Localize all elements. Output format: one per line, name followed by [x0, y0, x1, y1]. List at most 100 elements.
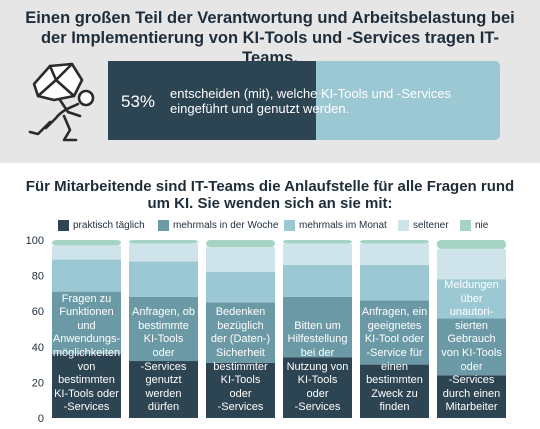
- category-label-line: dürfen: [147, 401, 180, 414]
- legend-swatch: [460, 220, 471, 231]
- category-label-line: Anfragen, ob: [132, 306, 195, 319]
- bar-segment: [206, 362, 275, 418]
- category-label-line: bestimmter: [213, 360, 268, 373]
- y-tick-label: 20: [32, 377, 44, 389]
- category-label-line: genutzt: [145, 374, 182, 387]
- legend-item: mehrmals in der Woche: [158, 220, 278, 231]
- bar-segment: [360, 243, 429, 265]
- category-label-line: sierten: [454, 319, 489, 332]
- chart-legend: praktisch täglich mehrmals in der Woche …: [58, 220, 528, 234]
- category-label: Anfragen, ein geeignetes KI-Tool oder -Serv…: [358, 306, 431, 415]
- stacked-bar-chart: 0 20 40 60 80 100: [26, 235, 506, 425]
- y-tick-label: 0: [38, 413, 44, 425]
- category-label-line: bestimmten: [366, 374, 423, 387]
- bar-segment: [360, 264, 429, 301]
- category-label-line: Gebrauch: [447, 333, 496, 346]
- category-label-line: Nutzung von: [286, 360, 349, 373]
- bar-segment: [360, 364, 429, 418]
- category-label: Anfragen, ob bestimmte KI-Tools oder -Servic…: [127, 306, 200, 415]
- y-tick-label: 80: [32, 271, 44, 283]
- y-tick-label: 60: [32, 306, 44, 318]
- legend-item: nie: [460, 220, 488, 231]
- category-label-line: -Services: [217, 401, 264, 414]
- bar-segment: [283, 264, 352, 297]
- category-label-line: KI-Tools oder: [54, 387, 119, 400]
- bar-segment: [283, 357, 352, 418]
- category-label-line: KI-Tools: [220, 374, 261, 387]
- category-label-line: Mitarbeiter: [445, 401, 498, 414]
- category-label-line: -Services: [294, 401, 341, 414]
- category-label-line: -Service für: [366, 346, 423, 359]
- category-label-line: möglichkeiten: [52, 346, 121, 359]
- legend-swatch: [284, 220, 295, 231]
- legend-swatch: [158, 220, 169, 231]
- legend-label: mehrmals im Monat: [299, 220, 387, 231]
- legend-item: seltener: [398, 220, 449, 231]
- bar-segment: [360, 240, 429, 244]
- y-tick-label: 100: [26, 235, 44, 247]
- category-label-line: finden: [379, 401, 410, 414]
- category-label-line: von KI-Tools: [441, 346, 502, 359]
- legend-label: seltener: [413, 220, 449, 231]
- category-label-line: Funktionen: [59, 306, 114, 319]
- bar-segment: [52, 291, 121, 354]
- category-label-line: Meldungen: [444, 279, 499, 291]
- category-label-line: Sicherheit: [216, 346, 265, 359]
- legend-swatch: [58, 220, 69, 231]
- category-label-line: der (Daten-): [210, 333, 271, 346]
- legend-item: mehrmals im Monat: [284, 220, 387, 231]
- bar-segment: [129, 240, 198, 244]
- category-label: Bitten um Hilfestellung bei der Nutzung von…: [281, 320, 354, 415]
- category-label-line: Fragen zu: [61, 292, 112, 305]
- category-label-line: einen: [381, 360, 408, 373]
- bar-segment: [206, 240, 275, 248]
- person-carrying-boulder-icon: [28, 62, 95, 142]
- category-label-line: Anwendungs-: [52, 333, 121, 346]
- bar-segment: [437, 240, 506, 249]
- category-label: Bedenken bezüglich der (Daten-) Sicherheit b…: [204, 306, 277, 415]
- legend-item: praktisch täglich: [58, 220, 145, 231]
- category-label-line: geeignetes: [367, 319, 422, 332]
- category-label-line: oder: [306, 387, 329, 400]
- category-label-line: KI-Tool oder: [364, 333, 425, 346]
- legend-label: mehrmals in der Woche: [173, 220, 279, 231]
- category-label: Fragen zu Funktionen und Anwendungs-möglich…: [50, 293, 123, 415]
- stat-bar-fill: [108, 61, 316, 140]
- category-label-line: und: [77, 319, 96, 332]
- headline: Einen großen Teil der Verantwortung und …: [25, 9, 515, 67]
- bar-segment: [52, 245, 121, 260]
- category-label-line: von: [77, 360, 96, 373]
- category-label-line: bezüglich: [217, 319, 264, 332]
- category-label-line: über: [460, 292, 483, 305]
- category-label-line: Zweck zu: [371, 387, 418, 400]
- bar-segment: [437, 248, 506, 280]
- category-label-line: oder: [229, 387, 252, 400]
- category-label-line: -Services: [63, 401, 110, 414]
- chart-subtitle: Für Mitarbeitende sind IT-Teams die Anla…: [25, 178, 515, 212]
- category-label: Meldungen über unautori-sierten Gebrauch von…: [435, 279, 508, 415]
- category-label-line: -Services: [140, 360, 187, 373]
- bar-segment: [52, 353, 121, 418]
- bar-segment: [437, 375, 506, 418]
- stat-text: entscheiden (mit), welche KI-Tools und -…: [170, 86, 452, 116]
- bar-segment: [283, 243, 352, 265]
- category-label-line: unautori-: [449, 306, 494, 319]
- category-label-line: oder: [460, 360, 483, 373]
- category-label-line: bestimmten: [58, 374, 115, 387]
- bar-segment: [129, 243, 198, 262]
- category-label-line: bestimmte: [138, 319, 189, 332]
- bar-segment: [52, 240, 121, 246]
- category-label-line: Bedenken: [215, 306, 266, 319]
- legend-swatch: [398, 220, 409, 231]
- bar-segment: [129, 296, 198, 362]
- category-label-line: KI-Tools: [297, 374, 338, 387]
- category-label-line: Bitten um: [294, 319, 341, 332]
- legend-label: nie: [475, 220, 489, 231]
- bar-segment: [206, 247, 275, 273]
- category-label-line: Hilfestellung: [287, 333, 348, 346]
- stat-value: 53%: [121, 92, 156, 111]
- bar-segment: [437, 279, 506, 319]
- category-label-line: durch einen: [442, 387, 501, 400]
- category-label-line: -Services: [448, 374, 495, 387]
- bar-segment: [206, 272, 275, 303]
